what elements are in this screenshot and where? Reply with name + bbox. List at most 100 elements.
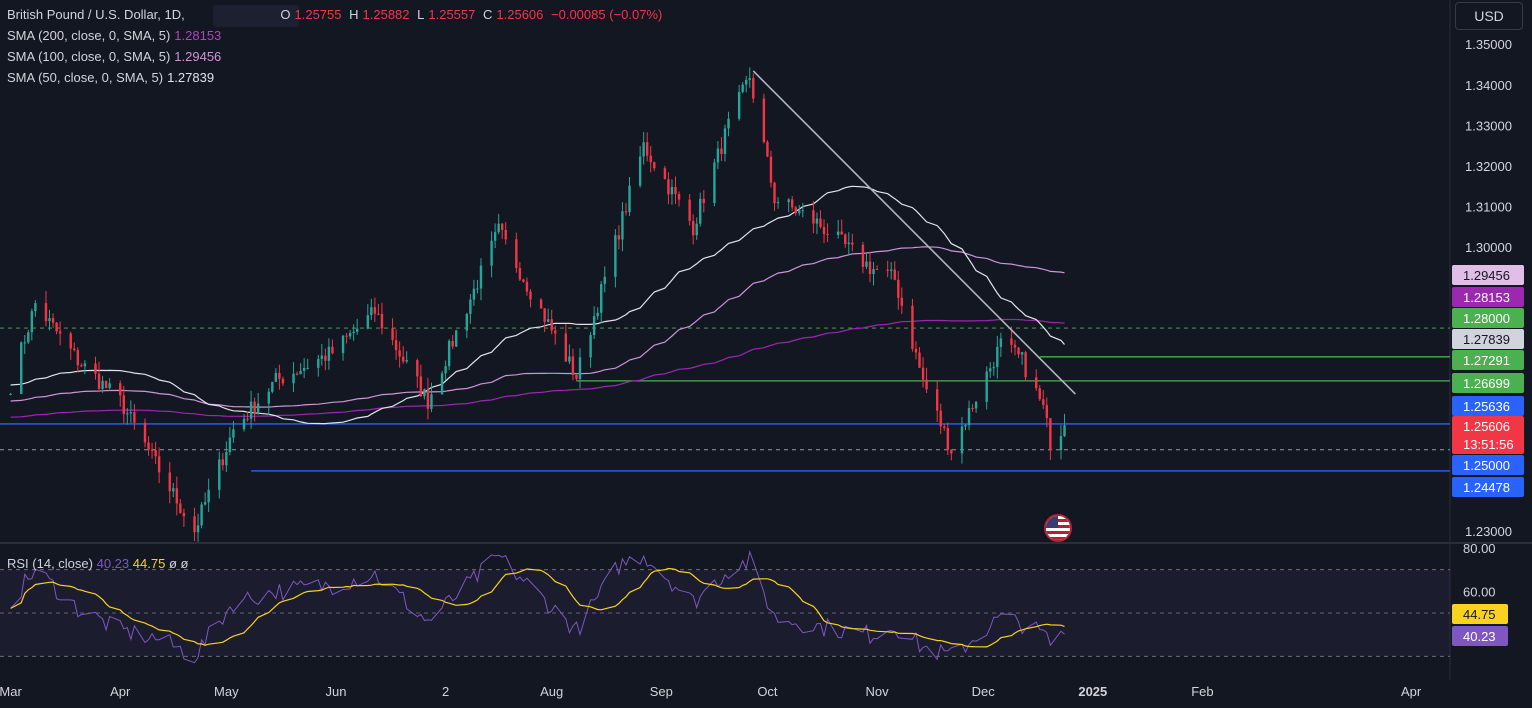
x-tick-label: Apr <box>1401 684 1422 699</box>
sma-50-legend[interactable]: SMA (50, close, 0, SMA, 5) 1.27839 <box>7 70 215 85</box>
candle-body <box>232 429 235 438</box>
candle-body <box>935 389 939 411</box>
candle-body <box>600 284 603 313</box>
candle-body <box>1038 388 1041 400</box>
rsi-value-label-bg <box>1452 604 1508 624</box>
candle-body <box>628 185 631 213</box>
candle-body <box>614 235 617 277</box>
us-flag-icon[interactable] <box>1044 514 1072 542</box>
candle-body <box>306 367 309 369</box>
candle-body <box>451 340 454 347</box>
candle-body <box>352 331 355 334</box>
y-tick-label: 1.32000 <box>1465 159 1512 174</box>
candle-body <box>752 78 755 99</box>
candle-body <box>20 342 23 394</box>
candle-body <box>9 393 12 395</box>
candle-body <box>267 391 270 404</box>
candle-body <box>302 367 306 371</box>
candle-body <box>985 371 988 402</box>
candle-body <box>405 360 408 362</box>
candle-body <box>426 389 430 409</box>
rsi-legend[interactable]: RSI (14, close) 40.23 44.75 ø ø <box>7 556 189 571</box>
candle-body <box>872 269 875 274</box>
candle-body <box>677 194 681 200</box>
candle-body <box>465 313 469 331</box>
candle-body <box>568 356 571 362</box>
x-tick-label: Feb <box>1191 684 1213 699</box>
candle-body <box>1020 352 1024 355</box>
sma-50-line <box>10 185 1065 425</box>
candle-body <box>207 489 210 503</box>
candle-body <box>921 367 925 380</box>
candle-body <box>377 313 380 315</box>
candle-body <box>776 202 780 204</box>
candle-body <box>946 427 950 450</box>
candle-body <box>702 198 705 204</box>
candle-body <box>69 333 72 349</box>
candle-body <box>341 335 345 354</box>
candle-body <box>317 358 320 368</box>
candle-body <box>172 488 175 492</box>
price-label-bg <box>1452 350 1524 370</box>
candle-body <box>589 335 592 358</box>
candle-body <box>720 148 723 155</box>
rsi-tick-label: 60.00 <box>1463 584 1496 599</box>
candle-body <box>745 79 748 85</box>
candle-body <box>493 232 497 241</box>
candle-body <box>769 156 773 183</box>
candle-body <box>83 363 87 367</box>
candle-body <box>1059 436 1063 451</box>
candle-body <box>801 210 805 212</box>
candle-body <box>826 234 829 236</box>
price-label: 1.25606 <box>1463 419 1510 434</box>
candle-body <box>455 330 458 347</box>
candle-body <box>469 299 472 314</box>
trendline <box>752 70 1076 395</box>
candle-body <box>196 525 200 533</box>
candle-body <box>844 234 847 245</box>
candle-body <box>193 516 196 533</box>
rsi-line <box>10 550 1065 664</box>
candle-body <box>737 91 741 119</box>
candle-body <box>73 348 76 351</box>
candle-body <box>444 366 447 374</box>
candle-body <box>964 425 967 427</box>
candle-body <box>490 240 493 266</box>
candle-body <box>865 261 868 267</box>
candle-body <box>1017 347 1020 355</box>
candle-body <box>688 199 691 221</box>
candle-body <box>122 395 125 415</box>
candle-body <box>851 242 854 245</box>
candle-body <box>327 346 331 361</box>
x-tick-label: Mar <box>0 684 22 699</box>
candle-body <box>23 342 26 344</box>
candle-body <box>401 356 405 362</box>
price-label-bg <box>1452 308 1524 328</box>
candle-body <box>960 426 964 454</box>
candle-body <box>278 373 281 379</box>
candle-body <box>504 229 507 240</box>
price-label-bg <box>1452 265 1524 285</box>
candle-body <box>1042 399 1045 406</box>
price-label-bg <box>1452 287 1524 307</box>
candle-body <box>798 210 801 214</box>
candle-body <box>649 155 652 163</box>
candle-body <box>203 502 207 505</box>
candle-body <box>727 118 730 129</box>
sma-200-line <box>10 318 1065 418</box>
candle-body <box>447 340 451 367</box>
candle-body <box>430 394 433 409</box>
rsi-tick-label: 80.00 <box>1463 541 1496 556</box>
candle-body <box>228 437 232 453</box>
sma-200-legend[interactable]: SMA (200, close, 0, SMA, 5) 1.28153 <box>7 28 222 43</box>
candle-body <box>787 199 790 203</box>
currency-button[interactable]: USD <box>1455 2 1523 30</box>
candle-body <box>624 211 628 213</box>
candle-body <box>94 363 97 374</box>
price-label: 1.25000 <box>1463 458 1510 473</box>
sma-100-legend[interactable]: SMA (100, close, 0, SMA, 5) 1.29456 <box>7 49 222 64</box>
candle-body <box>97 373 101 389</box>
candle-body <box>571 356 575 375</box>
candle-body <box>55 322 58 332</box>
